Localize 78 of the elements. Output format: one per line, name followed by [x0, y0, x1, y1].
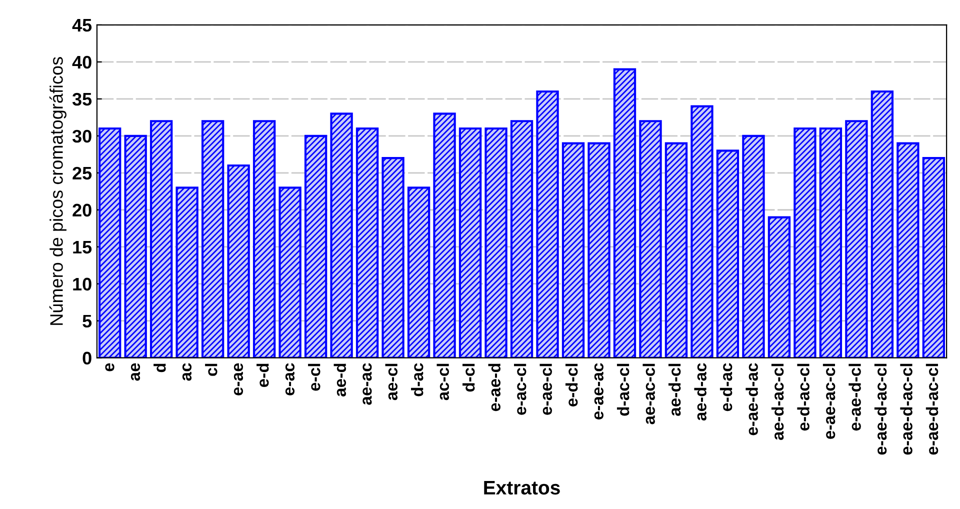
bar — [588, 142, 610, 358]
bar — [252, 120, 276, 358]
y-tick-label: 30 — [72, 130, 92, 143]
x-tick-label: e-ac-cl — [514, 364, 526, 415]
y-tick-label: 15 — [73, 240, 92, 254]
bar — [845, 120, 868, 358]
x-tick-label: e-ae-d-cl — [848, 364, 861, 431]
x-tick-label: ae-d — [334, 364, 346, 396]
y-tick-label: 0 — [82, 352, 92, 365]
bar — [896, 142, 920, 358]
x-tick-label: e-d-ac — [720, 363, 732, 412]
x-tick-label: e-ae-cl — [540, 364, 552, 415]
bar — [330, 112, 353, 358]
x-tick-label: d-cl — [462, 364, 475, 392]
bar — [510, 120, 534, 358]
bar — [716, 150, 740, 358]
x-tick-label: ac — [182, 363, 192, 381]
x-axis-title: Extratos — [484, 481, 560, 495]
x-tick-label: e-ae-d-ac-cl — [926, 364, 938, 455]
x-tick-label: e-ac — [285, 363, 295, 396]
x-tick-label: e-d-ac-cl — [797, 364, 810, 431]
x-tick-label: ae — [130, 363, 140, 381]
bar — [201, 120, 224, 358]
x-tick-label: e-cl — [308, 364, 320, 391]
bar — [870, 90, 894, 358]
x-tick-label: d-ac-cl — [616, 364, 630, 416]
x-tick-label: e-ae — [234, 363, 244, 396]
bar — [922, 157, 946, 358]
bar — [742, 134, 765, 358]
x-tick-label: cl — [205, 364, 218, 376]
bar — [562, 142, 585, 358]
y-tick-label: 35 — [72, 92, 92, 106]
bar — [150, 120, 173, 358]
x-tick-label: d — [154, 364, 166, 372]
bar — [433, 112, 456, 358]
x-tick-label: e-ae-d-ac-cl — [900, 364, 912, 455]
bar — [639, 120, 662, 358]
y-tick-label: 25 — [72, 166, 92, 180]
x-tick-label: e-ae-d — [488, 364, 500, 412]
bar — [124, 134, 147, 358]
bar — [484, 127, 508, 358]
x-tick-label: e-ae-ac — [594, 363, 604, 420]
bar — [304, 134, 328, 358]
bar — [613, 68, 636, 358]
x-tick-label: ae-d-cl — [668, 364, 681, 416]
x-tick-label: e — [105, 363, 114, 372]
bar — [768, 216, 791, 358]
x-tick-label: d-ac — [411, 363, 424, 396]
x-tick-label: e-ae-d-ac-cl — [874, 364, 887, 455]
bar — [664, 142, 688, 358]
bar — [690, 105, 714, 358]
x-tick-label: e-d-cl — [565, 364, 578, 406]
bar — [407, 186, 430, 358]
y-tick-label: 10 — [73, 278, 92, 291]
x-tick-label: e-ae-ac-cl — [822, 364, 836, 439]
bar — [382, 157, 404, 358]
y-tick-label: 40 — [72, 56, 92, 69]
x-tick-label: ae-d-ac — [694, 363, 706, 421]
bar — [176, 186, 198, 358]
x-tick-label: ae-ac-cl — [642, 364, 655, 424]
x-tick-label: ac-cl — [436, 364, 449, 400]
y-tick-label: 45 — [72, 19, 92, 32]
y-axis-title: Número de picos cromatográficos — [49, 57, 66, 325]
y-tick-label: 20 — [72, 204, 92, 217]
x-tick-label: e-ae-d-ac — [746, 363, 758, 436]
bar — [356, 127, 379, 358]
x-tick-label: e-d — [256, 364, 269, 388]
bar — [536, 90, 559, 358]
bar — [794, 127, 816, 358]
bar — [458, 127, 482, 358]
y-tick-label: 5 — [82, 314, 92, 328]
bar — [98, 127, 122, 358]
bar — [227, 164, 250, 358]
bar — [278, 186, 302, 358]
bar — [819, 127, 842, 358]
x-tick-label: ae-ac — [362, 363, 372, 405]
x-tick-label: ae-cl — [385, 364, 398, 400]
x-tick-label: ae-d-ac-cl — [771, 364, 784, 440]
